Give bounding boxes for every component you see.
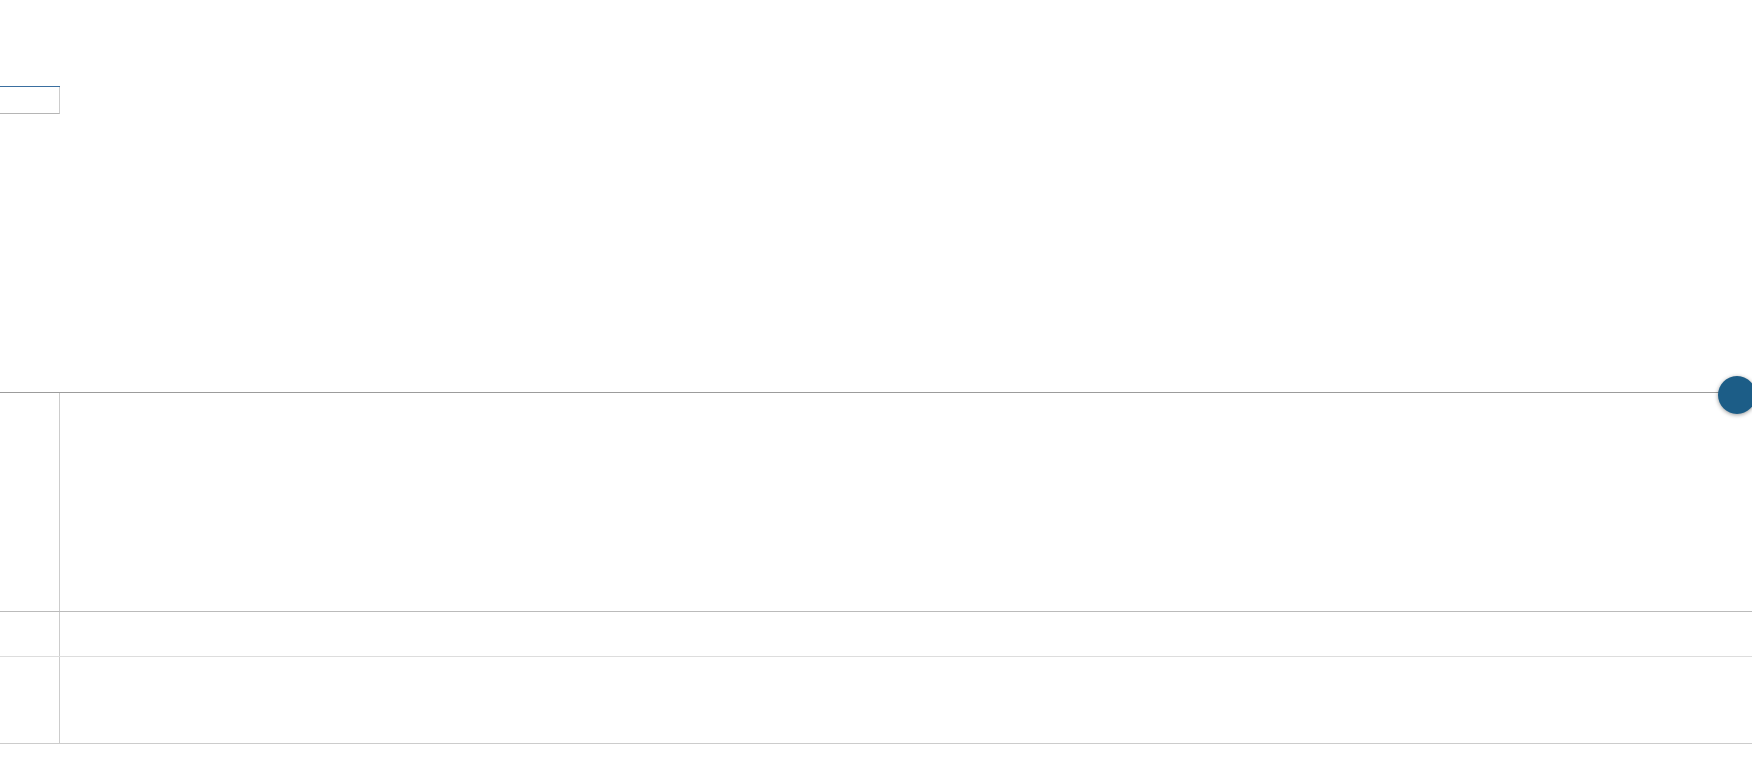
- moonset-row: [0, 695, 1752, 719]
- dow-row-gutter: [0, 87, 60, 114]
- moon-row-label: [0, 657, 60, 695]
- high-tide-row: [0, 393, 1752, 507]
- moonrise-row: [0, 719, 1752, 743]
- tide-curve: [60, 114, 360, 264]
- day-of-week-row: [0, 87, 1752, 114]
- set-row-label: [0, 695, 60, 719]
- low-row-label: [0, 507, 60, 611]
- high-row-label: [0, 393, 60, 507]
- next-days-button[interactable]: [1718, 376, 1752, 414]
- moon-phase-row: [0, 656, 1752, 695]
- page-header: [0, 0, 1752, 58]
- footer: [0, 743, 1752, 780]
- chart-day-bands: [0, 114, 1752, 392]
- tide-chart: [0, 114, 1752, 393]
- date-row-gutter: [0, 58, 60, 87]
- date-header-row: [0, 58, 1752, 87]
- rise-row-label: [0, 719, 60, 743]
- low-tide-row: [0, 507, 1752, 611]
- y-axis-gutter: [0, 114, 60, 392]
- sun-row-label: [0, 612, 60, 656]
- sun-rise-set-row: [0, 611, 1752, 656]
